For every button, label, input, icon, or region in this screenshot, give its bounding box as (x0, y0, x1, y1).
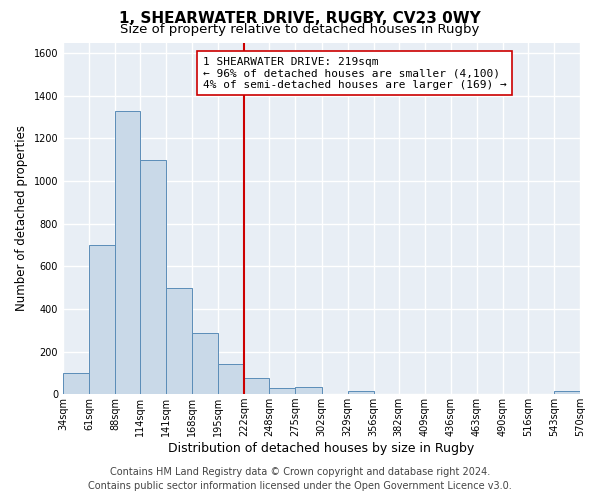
Bar (63, 373, 89, 394)
Bar (192, 334, 218, 394)
Bar (89, 245, 115, 394)
Bar (295, 386, 322, 394)
Text: Contains HM Land Registry data © Crown copyright and database right 2024.
Contai: Contains HM Land Registry data © Crown c… (88, 467, 512, 491)
Bar (244, 378, 269, 394)
Bar (218, 364, 244, 394)
Bar (166, 288, 192, 394)
Bar (115, 110, 140, 394)
Text: 1 SHEARWATER DRIVE: 219sqm
← 96% of detached houses are smaller (4,100)
4% of se: 1 SHEARWATER DRIVE: 219sqm ← 96% of deta… (203, 56, 506, 90)
Text: Size of property relative to detached houses in Rugby: Size of property relative to detached ho… (121, 22, 479, 36)
Bar (269, 388, 295, 394)
Text: 1, SHEARWATER DRIVE, RUGBY, CV23 0WY: 1, SHEARWATER DRIVE, RUGBY, CV23 0WY (119, 11, 481, 26)
X-axis label: Distribution of detached houses by size in Rugby: Distribution of detached houses by size … (169, 442, 475, 455)
Bar (140, 160, 166, 394)
Bar (554, 390, 580, 394)
Y-axis label: Number of detached properties: Number of detached properties (15, 126, 28, 312)
Bar (347, 390, 374, 394)
